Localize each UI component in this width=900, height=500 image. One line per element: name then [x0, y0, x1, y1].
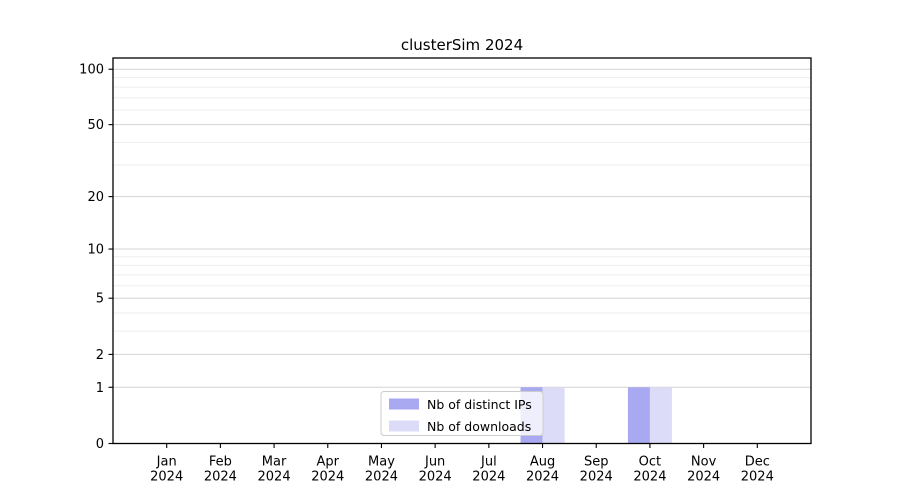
x-tick-label-month: Apr	[317, 455, 340, 470]
y-tick-label: 10	[87, 243, 104, 258]
x-tick-label-year: 2024	[687, 470, 720, 485]
chart-title: clusterSim 2024	[401, 36, 523, 54]
y-tick-label: 2	[96, 348, 104, 363]
y-tick-label: 5	[96, 292, 104, 307]
x-tick-label-year: 2024	[258, 470, 291, 485]
legend-label-distinct-ips: Nb of distinct IPs	[427, 397, 532, 412]
bar-downloads	[542, 387, 565, 444]
x-tick-label-year: 2024	[365, 470, 398, 485]
x-tick-label-month: Jun	[424, 455, 445, 470]
x-tick-label-month: Mar	[262, 455, 287, 470]
x-tick-label-year: 2024	[526, 470, 559, 485]
x-tick-label-year: 2024	[580, 470, 613, 485]
y-tick-label: 100	[79, 63, 104, 78]
x-tick-label-month: Dec	[745, 455, 770, 470]
legend-box	[380, 391, 544, 436]
x-tick-label-year: 2024	[311, 470, 344, 485]
x-tick-label-month: Nov	[691, 455, 717, 470]
x-tick-label-year: 2024	[204, 470, 237, 485]
x-tick-label-month: May	[368, 455, 395, 470]
x-tick-label-year: 2024	[150, 470, 183, 485]
legend-label-downloads: Nb of downloads	[427, 419, 531, 434]
plot-border	[112, 57, 812, 445]
x-tick-label-month: Jan	[156, 455, 177, 470]
x-tick-label-month: Feb	[209, 455, 232, 470]
x-tick-label-year: 2024	[633, 470, 666, 485]
bar-distinct-ips	[627, 387, 650, 444]
y-tick-label: 0	[96, 437, 104, 452]
x-tick-label-year: 2024	[472, 470, 505, 485]
x-tick-label-month: Oct	[639, 455, 661, 470]
x-tick-label-month: Aug	[530, 455, 555, 470]
x-tick-label-month: Sep	[584, 455, 609, 470]
legend-swatch-downloads	[389, 420, 419, 432]
x-tick-label-year: 2024	[741, 470, 774, 485]
y-tick-label: 50	[87, 118, 104, 133]
y-tick-label: 20	[87, 190, 104, 205]
y-tick-label: 1	[96, 381, 104, 396]
bar-downloads	[649, 387, 672, 444]
legend: Nb of distinct IPs Nb of downloads	[380, 391, 544, 436]
legend-swatch-distinct-ips	[389, 398, 419, 410]
x-tick-label-month: Jul	[480, 455, 497, 470]
x-tick-label-year: 2024	[419, 470, 452, 485]
